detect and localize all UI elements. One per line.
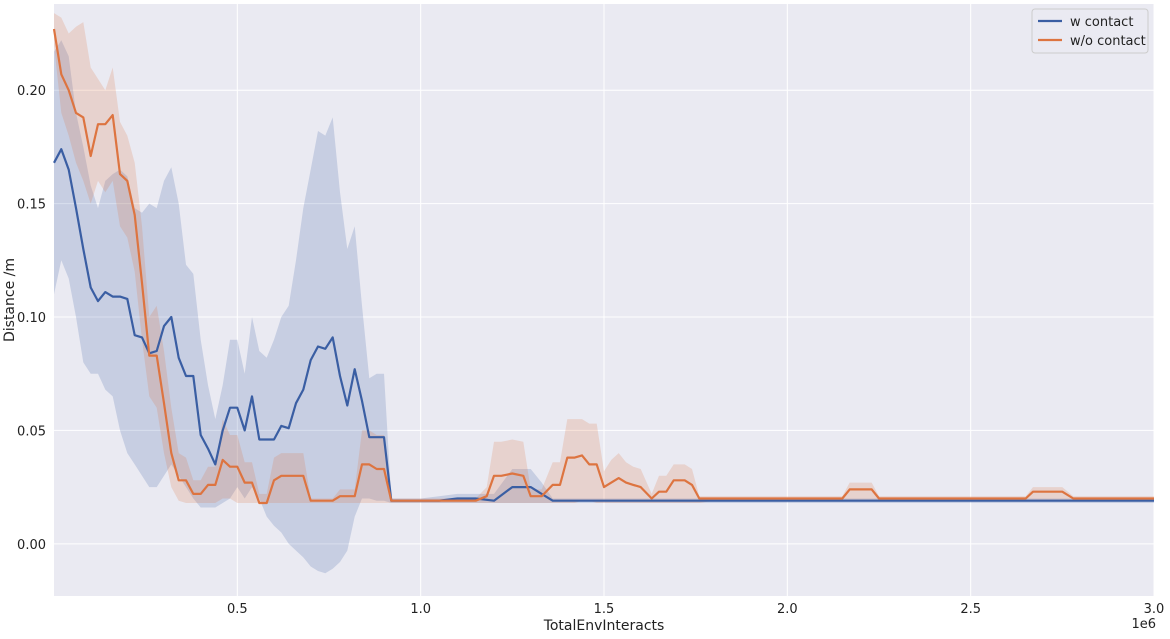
x-axis-offset-label: 1e6 [1131, 617, 1156, 632]
x-tick-label: 2.5 [960, 602, 981, 617]
series-lines [52, 28, 1154, 505]
line-wo-contact [52, 28, 1154, 505]
x-tick-label: 3.0 [1144, 602, 1165, 617]
y-axis-label: Distance /m [2, 258, 18, 342]
band-w-contact [54, 40, 1154, 574]
line-w-contact [53, 148, 1154, 502]
y-tick-label: 0.05 [17, 424, 46, 439]
confidence-bands [54, 13, 1154, 574]
x-axis-label: TotalEnvInteracts [543, 618, 665, 634]
y-tick-label: 0.15 [17, 198, 46, 213]
y-tick-label: 0.10 [17, 311, 46, 326]
grid-lines [54, 4, 1155, 596]
legend: w contact w/o contact [1031, 8, 1149, 54]
x-tick-label: 2.0 [777, 602, 798, 617]
y-tick-label: 0.00 [17, 538, 46, 553]
tick-labels: 0.5 1.0 1.5 2.0 2.5 3.0 0.00 0.05 0.10 0.15 0.20 [17, 84, 1164, 617]
x-tick-label: 1.5 [594, 602, 615, 617]
x-tick-label: 0.5 [227, 602, 248, 617]
legend-label-wo-contact: w/o contact [1070, 34, 1146, 49]
y-tick-label: 0.20 [17, 84, 46, 99]
x-tick-label: 1.0 [410, 602, 431, 617]
legend-label-w-contact: w contact [1070, 15, 1133, 30]
